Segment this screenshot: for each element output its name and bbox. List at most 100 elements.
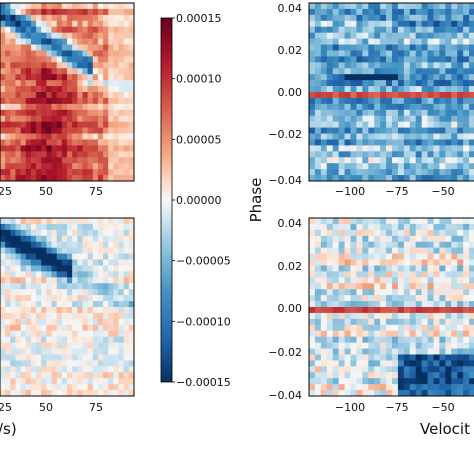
heatmap-cell xyxy=(61,318,68,326)
heatmap-cell xyxy=(427,14,434,22)
heatmap-cell xyxy=(374,283,381,290)
heatmap-cell xyxy=(457,14,464,22)
heatmap-cell xyxy=(380,283,387,290)
heatmap-cell xyxy=(56,218,63,225)
heatmap-cell xyxy=(25,336,32,343)
heatmap-cell xyxy=(397,74,405,81)
heatmap-cell xyxy=(61,295,68,302)
heatmap-cell xyxy=(309,14,316,22)
heatmap-cell xyxy=(380,289,387,296)
heatmap-cell xyxy=(362,259,369,266)
heatmap-cell xyxy=(386,265,393,272)
heatmap-cell xyxy=(421,44,428,51)
heatmap-cell xyxy=(326,384,334,391)
heatmap-cell xyxy=(61,235,68,243)
heatmap-cell xyxy=(92,283,99,290)
heatmap-cell xyxy=(20,121,27,128)
panel-left-bottom: 25 50 75 /s) xyxy=(0,217,135,438)
heatmap-cell xyxy=(51,133,58,140)
heatmap-cell xyxy=(20,3,27,10)
heatmap-cell xyxy=(46,265,52,272)
heatmap-cell xyxy=(30,271,37,278)
heatmap-cell xyxy=(409,378,417,385)
heatmap-cell xyxy=(356,330,363,338)
heatmap-cell xyxy=(374,121,381,128)
heatmap-cell xyxy=(5,360,11,367)
heatmap-cell xyxy=(368,277,375,284)
heatmap-cell xyxy=(61,247,68,254)
heatmap-cell xyxy=(72,241,78,249)
heatmap-cell xyxy=(97,301,104,308)
heatmap-cell xyxy=(92,354,99,361)
heatmap-cell xyxy=(30,265,37,272)
heatmap-cell xyxy=(368,14,375,22)
heatmap-cell xyxy=(469,97,474,105)
heatmap-cell xyxy=(113,342,119,349)
heatmap-cell xyxy=(374,26,381,34)
heatmap-cell xyxy=(380,175,387,182)
heatmap-cell xyxy=(118,318,125,326)
heatmap-cell xyxy=(108,259,114,266)
heatmap-cell xyxy=(97,235,104,243)
heatmap-cell xyxy=(368,372,375,379)
heatmap-cell xyxy=(46,8,52,16)
heatmap-cell xyxy=(82,218,89,225)
heatmap-cell xyxy=(15,3,22,10)
heatmap-cell xyxy=(46,139,52,146)
heatmap-cell xyxy=(113,68,119,75)
heatmap-cell xyxy=(10,318,16,326)
heatmap-cell xyxy=(386,86,393,93)
heatmap-cell xyxy=(51,44,58,51)
heatmap-cell xyxy=(82,318,89,326)
heatmap-cell xyxy=(72,32,78,39)
heatmap-cell xyxy=(338,80,345,87)
heatmap-cell xyxy=(128,265,135,272)
heatmap-cell xyxy=(314,92,322,99)
heatmap-cell xyxy=(77,26,83,34)
heatmap-cell xyxy=(469,121,474,128)
heatmap-cell xyxy=(103,253,109,260)
heatmap-cell xyxy=(82,3,89,10)
heatmap-cell xyxy=(51,366,58,373)
heatmap-cell xyxy=(380,3,387,10)
heatmap-cell xyxy=(103,14,109,22)
heatmap-cell xyxy=(36,26,42,34)
heatmap-cell xyxy=(118,3,125,10)
heatmap-cell xyxy=(356,145,363,152)
heatmap-cell xyxy=(469,157,474,164)
heatmap-cell xyxy=(445,384,452,391)
heatmap-cell xyxy=(92,14,99,22)
heatmap-cell xyxy=(128,157,135,164)
heatmap-cell xyxy=(356,372,363,379)
heatmap-cell xyxy=(113,372,119,379)
heatmap-cell xyxy=(320,62,328,69)
heatmap-cell xyxy=(10,247,16,254)
heatmap-cell xyxy=(380,32,387,39)
heatmap-cell xyxy=(30,151,37,158)
heatmap-cell xyxy=(392,26,399,34)
heatmap-cell xyxy=(386,127,393,134)
heatmap-cell xyxy=(103,62,109,69)
heatmap-cell xyxy=(451,336,458,343)
heatmap-cell xyxy=(463,97,470,105)
heatmap-cell xyxy=(108,235,114,243)
heatmap-cell xyxy=(326,360,334,367)
heatmap-cell xyxy=(368,20,375,28)
heatmap-cell xyxy=(46,127,52,134)
heatmap-cell xyxy=(374,229,381,237)
heatmap-cell xyxy=(51,92,58,99)
heatmap-cell xyxy=(56,145,63,152)
heatmap-cell xyxy=(103,97,109,105)
heatmap-cell xyxy=(368,74,375,81)
heatmap-cell xyxy=(350,175,357,182)
heatmap-cell xyxy=(338,271,345,278)
heatmap-cell xyxy=(67,121,73,128)
heatmap-cell xyxy=(30,253,37,260)
heatmap-cell xyxy=(92,223,99,231)
heatmap-cell xyxy=(67,68,73,75)
heatmap-cell xyxy=(469,372,474,379)
heatmap-cell xyxy=(72,354,78,361)
heatmap-cell xyxy=(82,301,89,308)
heatmap-cell xyxy=(380,378,387,385)
heatmap-cell xyxy=(20,157,27,164)
